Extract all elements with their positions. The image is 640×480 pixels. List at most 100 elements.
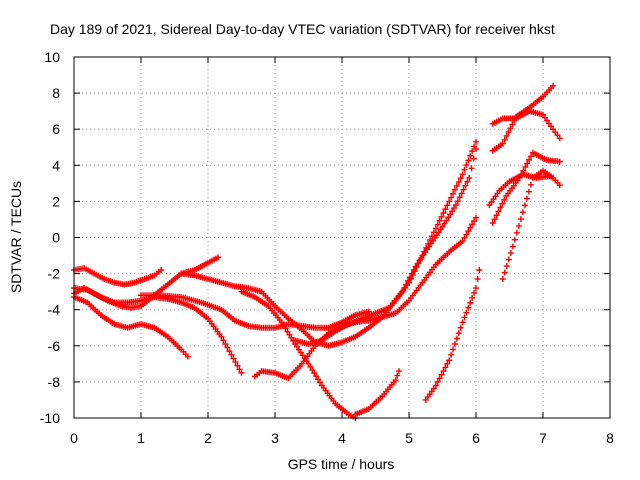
series-track-13 xyxy=(489,149,563,227)
data-point xyxy=(451,340,458,347)
data-point xyxy=(288,334,295,341)
data-point xyxy=(521,202,528,209)
x-tick-label: 2 xyxy=(204,430,212,446)
data-point xyxy=(462,182,469,189)
data-point xyxy=(556,135,563,142)
data-point xyxy=(427,237,434,244)
y-tick-label: 0 xyxy=(52,230,60,246)
series-track-9 xyxy=(352,368,402,418)
data-point xyxy=(473,214,479,221)
data-point xyxy=(463,162,470,169)
data-point xyxy=(459,238,466,245)
data-point xyxy=(282,325,289,332)
x-tick-label: 5 xyxy=(405,430,413,446)
data-point xyxy=(232,359,239,366)
data-point xyxy=(461,166,468,173)
data-point xyxy=(406,274,413,281)
data-point xyxy=(442,206,449,213)
x-tick-label: 4 xyxy=(338,430,346,446)
series-track-1 xyxy=(71,265,165,288)
data-point xyxy=(473,146,479,153)
data-point xyxy=(526,156,533,163)
data-point xyxy=(470,155,477,162)
data-point xyxy=(413,264,420,271)
x-tick-label: 1 xyxy=(137,430,145,446)
data-point xyxy=(432,382,439,389)
data-point xyxy=(410,266,417,273)
data-point xyxy=(469,148,476,155)
data-point xyxy=(519,209,526,216)
data-point xyxy=(501,196,508,203)
data-point xyxy=(392,377,399,384)
series-track-3 xyxy=(71,294,191,360)
series-track-5 xyxy=(138,292,372,331)
data-point xyxy=(457,324,464,331)
data-point xyxy=(459,171,466,178)
data-point xyxy=(184,353,191,360)
y-tick-label: 2 xyxy=(52,193,60,209)
data-point xyxy=(438,213,445,220)
data-point xyxy=(463,231,470,238)
data-point xyxy=(499,200,506,207)
data-point xyxy=(446,198,453,205)
data-point xyxy=(365,308,372,315)
data-point xyxy=(395,368,402,375)
data-point xyxy=(448,194,455,201)
y-tick-label: -8 xyxy=(48,374,61,390)
y-tick-label: -6 xyxy=(48,338,61,354)
data-point xyxy=(528,153,535,160)
data-point xyxy=(550,126,557,133)
data-point xyxy=(456,194,463,201)
data-point xyxy=(495,208,502,215)
data-point xyxy=(554,132,561,139)
data-point xyxy=(309,367,316,374)
data-point xyxy=(469,221,476,228)
data-point xyxy=(518,171,525,178)
x-tick-label: 3 xyxy=(271,430,279,446)
data-point xyxy=(463,309,470,316)
data-point xyxy=(438,371,445,378)
data-point xyxy=(432,225,439,232)
data-point xyxy=(222,340,229,347)
data-point xyxy=(405,277,412,284)
data-point xyxy=(461,234,468,241)
data-point xyxy=(450,190,457,197)
x-axis-label: GPS time / hours xyxy=(288,456,395,472)
data-point xyxy=(489,220,496,227)
data-point xyxy=(505,129,512,136)
data-point xyxy=(445,214,452,221)
series-track-16 xyxy=(499,167,563,283)
x-tick-label: 8 xyxy=(606,430,614,446)
data-point xyxy=(305,360,312,367)
data-point xyxy=(550,82,557,89)
series-track-15 xyxy=(489,108,563,142)
data-point xyxy=(280,322,287,329)
data-point xyxy=(517,216,524,223)
data-point xyxy=(234,362,241,369)
data-point xyxy=(451,186,458,193)
data-point xyxy=(278,319,285,326)
data-point xyxy=(446,357,453,364)
series-track-11 xyxy=(422,266,483,403)
data-point xyxy=(460,186,467,193)
data-point xyxy=(220,337,227,344)
chart-title: Day 189 of 2021, Sidereal Day-to-day VTE… xyxy=(50,21,555,37)
data-point xyxy=(507,250,514,257)
data-point xyxy=(224,344,231,351)
data-point xyxy=(436,217,443,224)
series-track-10 xyxy=(292,146,479,347)
data-point xyxy=(525,188,532,195)
data-point xyxy=(453,182,460,189)
data-point xyxy=(473,285,479,292)
data-point xyxy=(507,125,514,132)
data-point xyxy=(230,355,237,362)
data-point xyxy=(556,182,563,189)
data-point xyxy=(469,294,476,301)
data-point xyxy=(520,167,527,174)
data-point xyxy=(452,202,459,209)
data-point xyxy=(313,373,320,380)
data-point xyxy=(497,204,504,211)
data-point xyxy=(444,202,451,209)
data-point xyxy=(316,379,323,386)
